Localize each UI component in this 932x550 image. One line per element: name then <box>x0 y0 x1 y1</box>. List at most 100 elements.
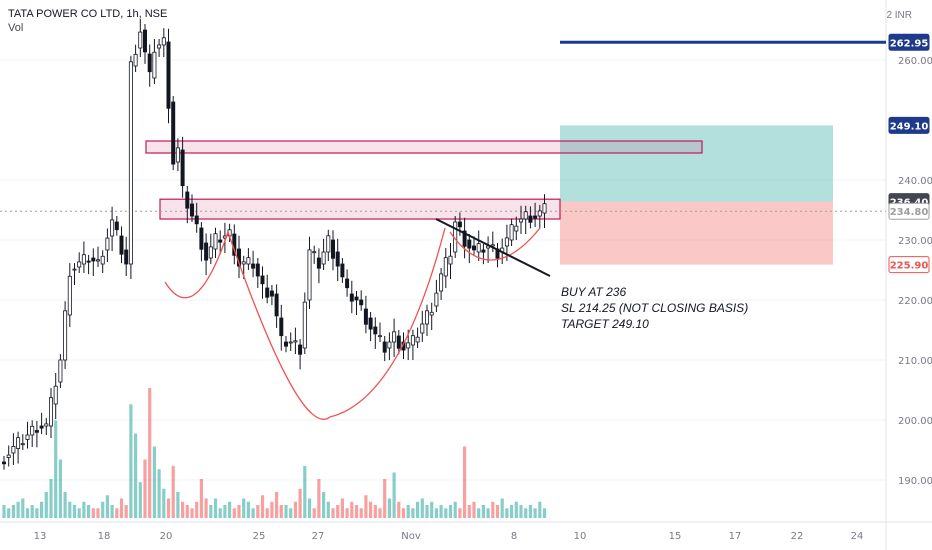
candle-body-6 <box>30 425 35 436</box>
volume-bar-43 <box>204 498 208 518</box>
price-axis[interactable]: 190.00 200.00 210.00 220.00 230.00 240.00 260.… <box>898 56 932 487</box>
volume-bar-86 <box>406 505 410 518</box>
candle-body-41 <box>194 215 199 225</box>
time-axis[interactable]: 13 18 20 25 27 Nov 8 10 15 17 22 24 <box>34 531 864 542</box>
symbol-title[interactable]: TATA POWER CO LTD, 1h, NSE <box>8 8 168 20</box>
volume-bar-95 <box>448 505 453 518</box>
candle-42 <box>199 222 204 262</box>
price-tag-3: 234.80 <box>888 202 930 220</box>
candle-29 <box>138 18 143 57</box>
candle-102 <box>481 244 486 265</box>
candle-body-35 <box>166 41 171 109</box>
volume-bar-92 <box>434 508 438 518</box>
candle-body-44 <box>208 246 213 259</box>
price-tag-4: 225.90 <box>888 256 930 274</box>
trend-line <box>435 218 551 277</box>
resistance-zone-upper <box>145 140 703 154</box>
candle-body-86 <box>406 342 411 349</box>
candle-13 <box>63 301 68 369</box>
candle-2 <box>11 433 16 465</box>
candle-110 <box>519 205 524 234</box>
candle-body-10 <box>49 397 54 427</box>
volume-bar-62 <box>293 501 297 518</box>
candle-body-97 <box>457 221 462 228</box>
candle-38 <box>180 136 185 198</box>
volume-bar-12 <box>58 459 62 518</box>
volume-bar-32 <box>152 446 156 518</box>
candle-body-104 <box>490 244 495 247</box>
volume-bar-55 <box>260 495 265 518</box>
candle-body-115 <box>542 203 547 214</box>
candle-body-36 <box>171 101 176 165</box>
candle-body-114 <box>537 210 542 217</box>
candle-15 <box>72 263 77 285</box>
volume-bar-100 <box>472 501 476 518</box>
candle-92 <box>434 279 439 312</box>
price-tick-3: 220.00 <box>898 296 932 307</box>
resistance-zone-lower <box>159 198 561 220</box>
candle-22 <box>105 228 110 262</box>
candle-body-88 <box>415 336 420 343</box>
volume-bar-10 <box>49 479 53 518</box>
candle-body-111 <box>523 211 528 220</box>
candle-64 <box>302 292 307 354</box>
volume-label[interactable]: Vol <box>8 22 24 34</box>
volume-bar-51 <box>242 498 246 518</box>
candle-body-63 <box>298 344 303 355</box>
candle-body-31 <box>147 53 152 73</box>
volume-bar-73 <box>345 508 349 518</box>
volume-bar-105 <box>495 505 500 518</box>
candle-104 <box>490 231 495 252</box>
price-tag-box-0 <box>888 33 930 51</box>
candle-35 <box>166 28 171 124</box>
candle-32 <box>152 39 157 84</box>
candle-84 <box>396 330 401 355</box>
candle-body-19 <box>91 257 96 262</box>
time-tick-9: 17 <box>729 531 742 542</box>
volume-bar-41 <box>195 501 199 518</box>
volume-bar-37 <box>176 492 180 518</box>
volume-bar-46 <box>218 508 222 518</box>
candle-37 <box>175 138 180 171</box>
candle-body-68 <box>321 251 326 265</box>
candle-4 <box>20 434 25 450</box>
candle-14 <box>67 263 72 327</box>
volume-bar-28 <box>134 433 138 518</box>
candle-98 <box>462 217 467 259</box>
candle-body-90 <box>424 310 429 325</box>
candle-19 <box>91 248 96 276</box>
candle-59 <box>279 304 284 351</box>
candle-body-108 <box>509 224 514 241</box>
price-tag-1: 249.10 <box>888 116 930 134</box>
candle-26 <box>124 236 129 276</box>
candle-76 <box>359 290 364 311</box>
volume-bar-90 <box>425 505 429 518</box>
volume-bar-87 <box>411 508 415 518</box>
volume-bar-0 <box>2 505 6 518</box>
candle-78 <box>368 312 373 342</box>
candle-9 <box>44 417 49 435</box>
volume-bar-49 <box>232 508 236 518</box>
time-tick-3: 25 <box>253 531 266 542</box>
candle-body-46 <box>218 239 223 243</box>
volume-bar-78 <box>369 501 373 518</box>
candle-82 <box>387 332 392 360</box>
trade-note: BUY AT 236 SL 214.25 (NOT CLOSING BASIS)… <box>561 284 748 332</box>
candle-94 <box>443 248 448 288</box>
time-tick-7: 10 <box>574 531 587 542</box>
rounding-curve-left <box>164 231 229 299</box>
volume-bar-19 <box>91 508 95 518</box>
volume-bar-13 <box>63 492 67 518</box>
candle-body-70 <box>330 239 335 259</box>
candle-11 <box>53 373 58 419</box>
candle-body-100 <box>471 245 476 251</box>
candle-body-52 <box>246 257 251 265</box>
candle-body-61 <box>288 341 293 344</box>
time-tick-0: 13 <box>34 531 47 542</box>
candle-body-74 <box>349 293 354 302</box>
candle-body-69 <box>326 235 331 253</box>
volume-bar-26 <box>124 505 128 518</box>
candle-65 <box>307 236 312 309</box>
candle-body-54 <box>255 263 260 277</box>
